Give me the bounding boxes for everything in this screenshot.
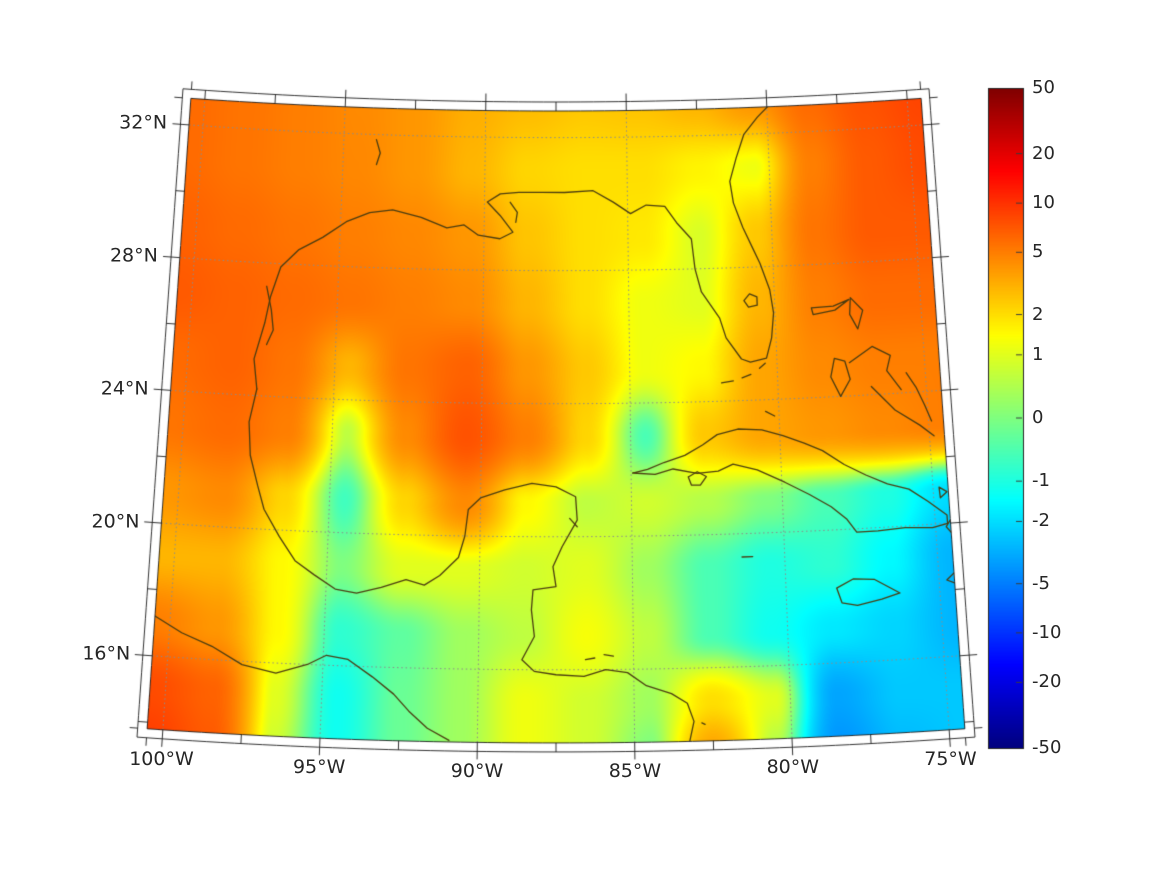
colorbar-tick-label: -2 (1032, 510, 1050, 532)
colorbar-tick-label: -20 (1032, 671, 1062, 693)
longitude-tick-label: 85°W (608, 760, 662, 783)
colorbar-tick-label: 1 (1032, 343, 1044, 365)
longitude-tick-label: 75°W (924, 747, 977, 770)
latitude-tick-label: 20°N (91, 510, 140, 533)
colorbar-tick-label: 5 (1032, 241, 1044, 263)
latitude-tick-label: 32°N (119, 111, 168, 134)
longitude-tick-label: 100°W (129, 747, 194, 770)
colorbar-tick-label: 0 (1032, 407, 1044, 428)
latitude-tick-label: 28°N (109, 244, 158, 267)
colorbar-tick-label: 2 (1032, 303, 1044, 325)
colorbar-tick-label: 10 (1032, 192, 1055, 214)
longitude-tick-label: 80°W (766, 756, 820, 779)
longitude-tick-label: 90°W (450, 760, 504, 783)
latitude-tick-label: 16°N (82, 642, 131, 665)
latitude-tick-label: 24°N (100, 377, 149, 400)
colorbar-tick-label: -50 (1032, 737, 1062, 758)
colorbar-tick-label: 50 (1032, 77, 1055, 98)
colorbar-tick-label: 20 (1032, 142, 1055, 164)
colorbar-tick-label: -5 (1032, 572, 1050, 594)
longitude-tick-label: 95°W (292, 756, 346, 779)
colorbar-tick-label: -1 (1032, 470, 1050, 492)
colorbar-tick-label: -10 (1032, 621, 1062, 643)
